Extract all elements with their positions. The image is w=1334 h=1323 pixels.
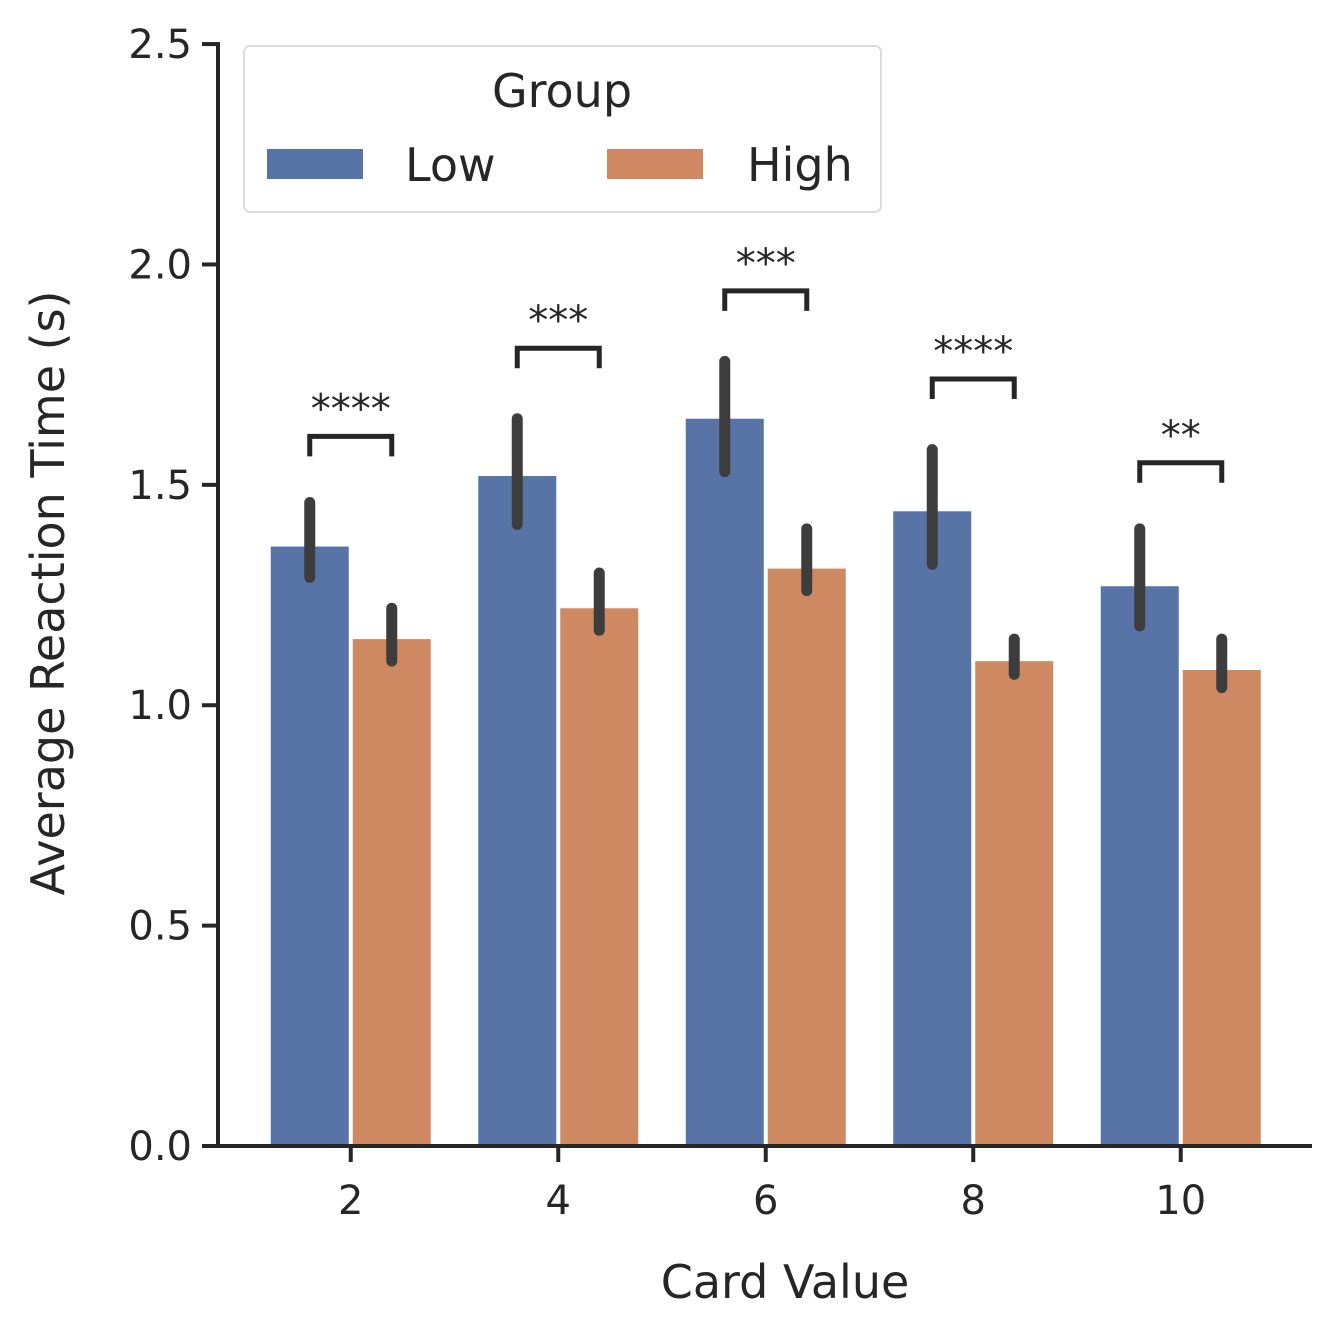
significance-label: **** [311,386,391,432]
y-tick-label: 1.0 [128,683,192,729]
bar-high-4 [560,608,639,1146]
y-tick-label: 2.5 [128,22,192,68]
significance-bracket [1137,460,1225,483]
bar-high-6 [767,568,846,1146]
legend-swatch-low [267,149,363,179]
significance-bracket [307,433,395,457]
bar-high-10 [1182,669,1261,1146]
x-axis-title: Card Value [661,1255,910,1309]
y-tick-label: 2.0 [128,242,192,288]
y-axis-title: Average Reaction Time (s) [21,291,75,896]
significance-label: *** [528,298,588,344]
significance-label: **** [933,329,1013,375]
x-tick-label: 8 [961,1178,986,1224]
bar-high-2 [352,639,431,1146]
x-ticks: 2 4 6 8 10 [338,1146,1206,1224]
x-tick-label: 10 [1155,1178,1206,1224]
bar-low-8 [893,511,972,1146]
axes-layer: 0.0 0.5 1.0 1.5 2.0 2.5 2 4 6 8 10 Card Value Ave… [21,22,1312,1309]
bar-low-6 [685,418,764,1146]
bar-low-10 [1100,586,1179,1146]
significance-bracket [514,345,602,369]
legend: Group Low High [243,45,882,213]
significance-bracket [929,376,1017,400]
x-tick-label: 2 [338,1178,363,1224]
significance-layer: **************** [307,241,1225,483]
legend-label-high: High [747,138,853,192]
y-tick-label: 1.5 [128,463,192,509]
error-bars-layer [304,355,1228,694]
legend-label-low: Low [405,138,496,192]
legend-title: Group [492,64,632,118]
x-tick-label: 4 [546,1178,571,1224]
bars-layer [270,418,1261,1146]
bar-low-4 [478,476,557,1146]
y-tick-label: 0.0 [128,1124,192,1170]
bar-high-8 [975,661,1054,1146]
significance-bracket [722,288,810,311]
legend-swatch-high [607,149,703,179]
y-tick-label: 0.5 [128,904,192,950]
bar-low-2 [270,546,349,1146]
x-tick-label: 6 [753,1178,778,1224]
significance-label: *** [736,241,796,287]
legend-frame [243,45,882,213]
y-ticks: 0.0 0.5 1.0 1.5 2.0 2.5 [128,22,218,1170]
significance-label: ** [1161,413,1201,459]
